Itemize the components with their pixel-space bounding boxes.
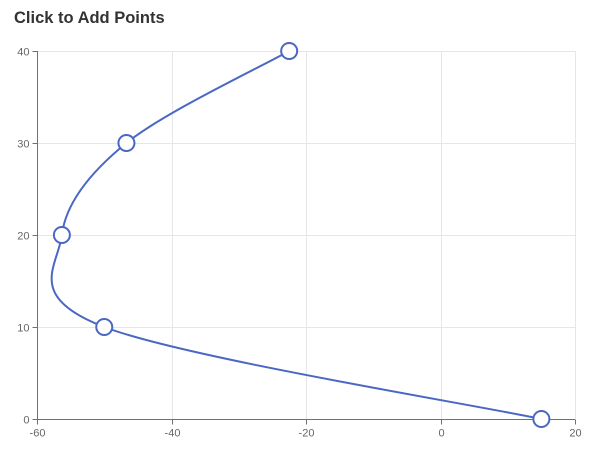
chart-title: Click to Add Points — [14, 9, 165, 27]
x-tick-label: -20 — [299, 428, 315, 440]
data-point[interactable] — [52, 226, 71, 244]
grid-lines — [37, 51, 576, 419]
x-tick-label: -40 — [165, 428, 181, 440]
data-point[interactable] — [280, 42, 299, 60]
y-tick-label: 30 — [17, 139, 29, 151]
x-tick-label: 20 — [569, 428, 581, 440]
x-tick-label: -60 — [30, 428, 46, 440]
y-tick-label: 40 — [17, 47, 29, 59]
series-line — [50, 50, 542, 420]
axes — [32, 51, 576, 425]
data-point[interactable] — [95, 318, 114, 336]
data-point[interactable] — [532, 410, 551, 428]
markers — [52, 42, 551, 428]
series — [50, 50, 542, 420]
y-tick-label: 20 — [17, 231, 29, 243]
tick-labels: -60 -40 -20 0 20 0 10 20 30 40 — [17, 47, 581, 440]
y-tick-label: 0 — [23, 415, 29, 427]
x-tick-label: 0 — [438, 428, 444, 440]
y-tick-label: 10 — [17, 323, 29, 335]
data-point[interactable] — [117, 134, 136, 152]
